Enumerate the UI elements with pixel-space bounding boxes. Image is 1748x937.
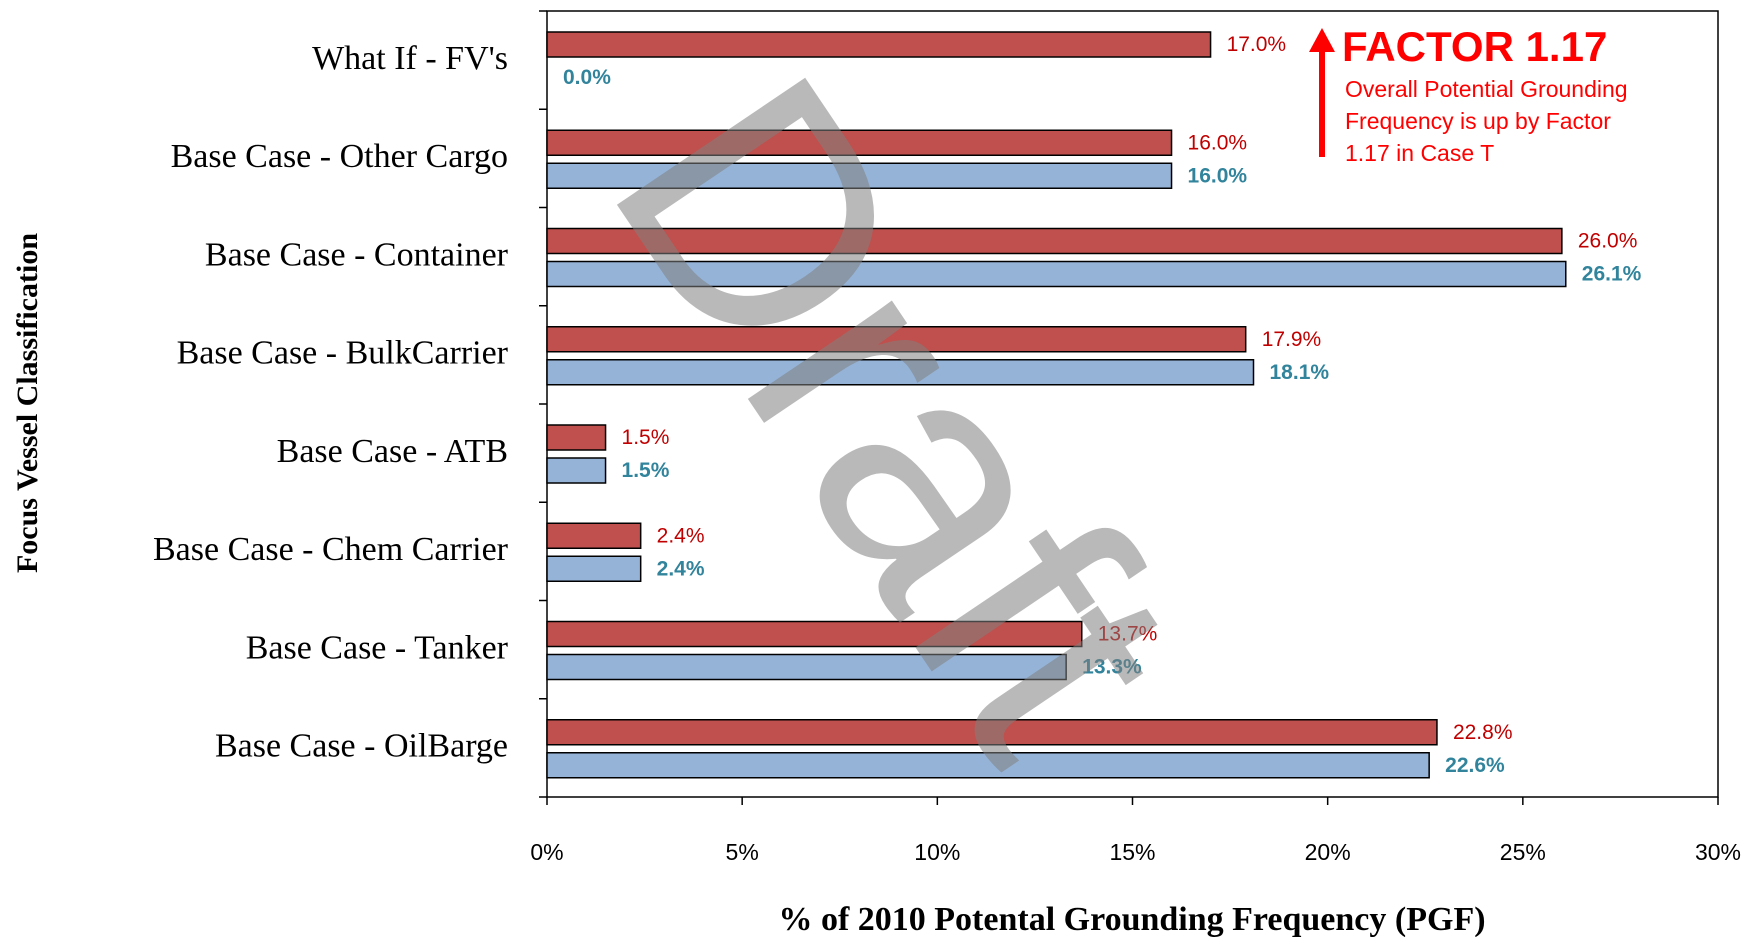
value-label: 0.0% [563, 66, 611, 89]
value-label: 22.6% [1445, 754, 1505, 777]
y-tick-label: Base Case - Chem Carrier [153, 531, 509, 568]
bar [546, 457, 607, 484]
bar [546, 752, 1430, 779]
bar [546, 227, 1563, 255]
x-tick-label: 5% [726, 839, 759, 865]
annotation-line: 1.17 in Case T [1345, 140, 1494, 166]
x-tick-label: 30% [1695, 839, 1741, 865]
bar [546, 653, 1067, 681]
x-tick-label: 0% [530, 839, 563, 865]
value-label: 17.0% [1227, 33, 1287, 56]
arrow-head [1309, 28, 1335, 52]
y-tick-label: Base Case - ATB [277, 433, 508, 470]
value-label: 26.0% [1578, 230, 1638, 253]
annotation-line: Frequency is up by Factor [1345, 108, 1611, 134]
bar [546, 424, 607, 451]
x-tick-label: 25% [1500, 839, 1546, 865]
value-label: 2.4% [657, 557, 705, 580]
value-label: 17.9% [1262, 328, 1322, 351]
annotation-title: FACTOR 1.17 [1342, 23, 1607, 70]
x-tick-label: 15% [1109, 839, 1155, 865]
x-tick-label: 20% [1305, 839, 1351, 865]
x-tick-label: 10% [914, 839, 960, 865]
bar [546, 31, 1212, 58]
bar [546, 162, 1173, 189]
value-label: 16.0% [1188, 131, 1248, 154]
bar [546, 719, 1438, 746]
x-axis-label: % of 2010 Potental Grounding Frequency (… [778, 901, 1485, 937]
bar [546, 359, 1255, 386]
value-label: 13.3% [1082, 656, 1142, 679]
bar [546, 260, 1567, 288]
bar [546, 620, 1083, 648]
value-label: 18.1% [1270, 361, 1330, 384]
bar [546, 326, 1247, 353]
value-label: 26.1% [1582, 263, 1642, 286]
y-tick-label: Base Case - Container [205, 236, 509, 273]
annotation-line: Overall Potential Grounding [1345, 76, 1628, 102]
value-label: 16.0% [1188, 164, 1248, 187]
y-tick-label: Base Case - OilBarge [215, 728, 508, 765]
y-tick-label: What If - FV's [312, 40, 508, 77]
value-label: 1.5% [622, 426, 670, 449]
value-label: 2.4% [657, 524, 705, 547]
value-label: 13.7% [1098, 623, 1158, 646]
y-axis-label: Focus Vessel Classification [11, 233, 44, 573]
value-label: 22.8% [1453, 721, 1513, 744]
y-tick-label: Base Case - BulkCarrier [177, 335, 509, 372]
y-tick-label: Base Case - Tanker [246, 629, 509, 666]
y-tick-label: Base Case - Other Cargo [171, 138, 508, 175]
bar [546, 555, 642, 582]
bar [546, 129, 1173, 156]
bar [546, 522, 642, 549]
value-label: 1.5% [622, 459, 670, 482]
